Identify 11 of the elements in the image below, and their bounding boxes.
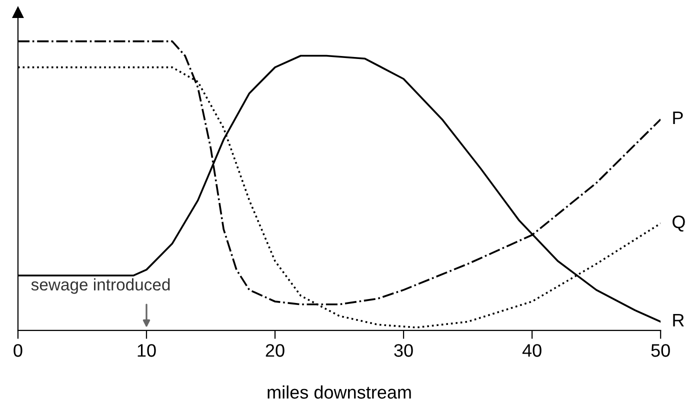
x-tick-label: 50 (651, 344, 670, 357)
series-label: P (673, 112, 683, 124)
x-tick-label: 10 (138, 344, 156, 357)
annotation: sewage introduced (31, 278, 170, 294)
x-axis-title: miles downstream (268, 385, 411, 399)
series-label: Q (672, 215, 685, 232)
series-label: R (673, 314, 684, 326)
x-tick-label: 0 (14, 344, 22, 357)
x-tick-label: 20 (266, 344, 284, 357)
x-tick-label: 40 (522, 344, 542, 357)
x-tick-label: 30 (394, 344, 413, 357)
